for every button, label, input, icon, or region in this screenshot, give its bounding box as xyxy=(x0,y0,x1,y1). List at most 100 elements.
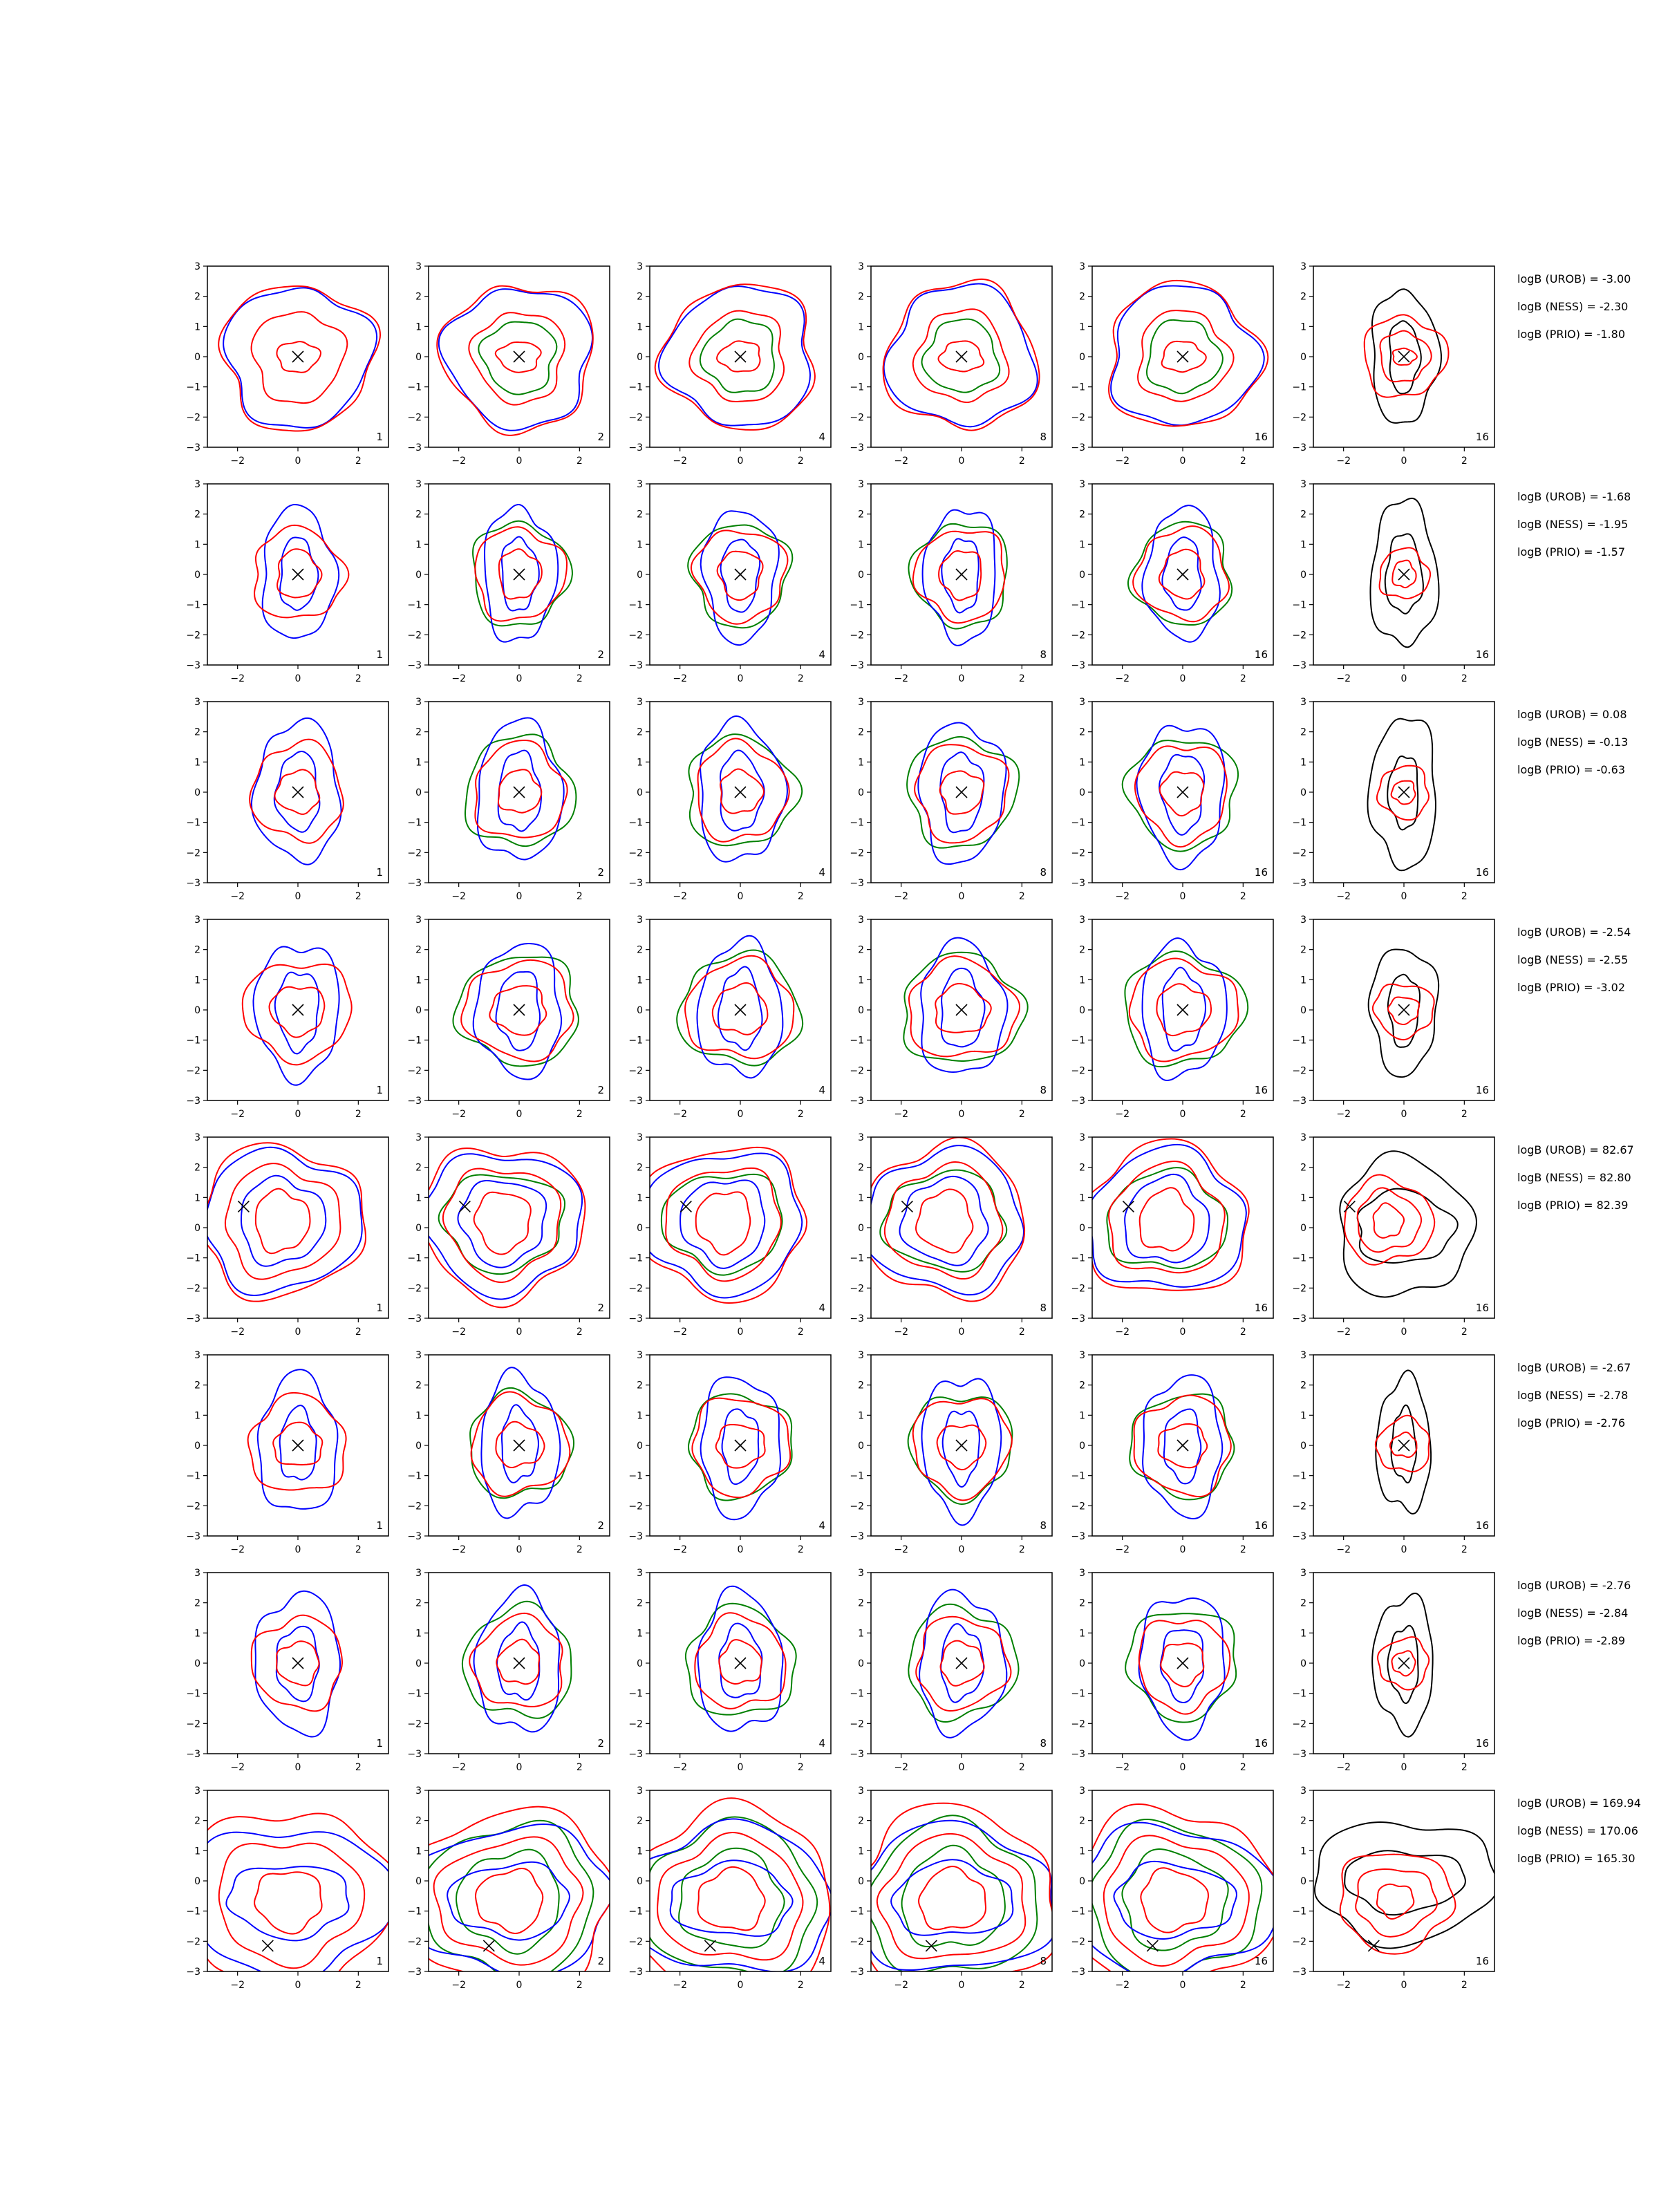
x-tick-label: −2 xyxy=(894,1109,908,1120)
x-marker xyxy=(513,350,525,363)
y-tick-label: −3 xyxy=(628,1531,643,1542)
black-contour xyxy=(1387,1624,1419,1705)
x-tick-label: 2 xyxy=(577,1109,583,1120)
contour-group xyxy=(688,1376,793,1521)
y-tick-label: 3 xyxy=(637,1785,643,1797)
blue-contour xyxy=(658,285,812,427)
x-tick-label: −2 xyxy=(1115,1980,1130,1991)
blue-contour xyxy=(1092,1143,1247,1288)
x-tick-label: 2 xyxy=(1461,1762,1468,1773)
y-tick-label: 1 xyxy=(194,1846,200,1857)
y-tick-label: −3 xyxy=(1292,1749,1306,1760)
logb-annotation: logB (PRIO) = -2.76 xyxy=(1517,1416,1625,1430)
x-tick-label: −2 xyxy=(673,456,687,467)
y-tick-label: 3 xyxy=(1300,479,1306,490)
panel-r8-c4: −2 0 2 −3 −2 −1 0 1 2 3 8 xyxy=(850,1785,1053,1991)
panel-r7-c5: −2 0 2 −3 −2 −1 0 1 2 3 16 xyxy=(1071,1568,1274,1773)
y-tick-label: 3 xyxy=(415,1568,422,1579)
y-tick-label: 2 xyxy=(415,945,422,956)
y-tick-label: −1 xyxy=(850,1035,864,1047)
panel-corner-label: 8 xyxy=(1040,866,1047,879)
green-contour xyxy=(1127,521,1233,626)
x-tick-label: 0 xyxy=(959,1109,965,1120)
y-tick-label: 2 xyxy=(194,1816,200,1827)
red-contour xyxy=(935,982,992,1033)
logb-annotation: logB (PRIO) = -1.80 xyxy=(1517,328,1625,341)
contour-group xyxy=(1121,724,1239,871)
y-tick-label: 0 xyxy=(415,787,422,798)
y-tick-label: 0 xyxy=(194,570,200,581)
y-tick-label: 0 xyxy=(637,570,643,581)
y-tick-label: 1 xyxy=(858,1846,864,1857)
y-tick-label: −3 xyxy=(407,1096,422,1107)
x-tick-label: 0 xyxy=(1401,1762,1407,1773)
x-tick-label: 0 xyxy=(959,1327,965,1338)
panel-r7-c1: −2 0 2 −3 −2 −1 0 1 2 3 1 xyxy=(186,1568,389,1773)
contour-group xyxy=(650,1797,831,1971)
red-contour xyxy=(1391,347,1418,366)
red-contour xyxy=(1390,780,1416,805)
x-tick-label: 2 xyxy=(1240,673,1246,684)
x-tick-label: 2 xyxy=(1019,456,1025,467)
x-tick-label: −2 xyxy=(451,1544,466,1555)
panel-r2-c1: −2 0 2 −3 −2 −1 0 1 2 3 1 xyxy=(186,479,389,684)
y-tick-label: 1 xyxy=(1300,1628,1306,1639)
red-contour xyxy=(711,982,769,1035)
contour-group xyxy=(469,1367,575,1519)
y-tick-label: −1 xyxy=(628,1689,643,1700)
contour-group xyxy=(1313,1821,1494,1955)
green-contour xyxy=(1145,319,1224,395)
y-tick-label: 2 xyxy=(637,727,643,738)
red-contour xyxy=(915,1188,974,1254)
x-tick-label: 2 xyxy=(1019,1327,1025,1338)
y-tick-label: −1 xyxy=(407,1471,422,1482)
y-tick-label: −3 xyxy=(407,878,422,889)
y-tick-label: −1 xyxy=(407,1906,422,1918)
green-contour xyxy=(688,733,803,847)
contour-group xyxy=(871,1137,1026,1302)
panel-corner-label: 8 xyxy=(1040,648,1047,661)
red-contour xyxy=(249,738,344,844)
blue-contour xyxy=(457,1179,547,1268)
y-tick-label: −3 xyxy=(1292,878,1306,889)
panel-r7-c6: −2 0 2 −3 −2 −1 0 1 2 3 16 xyxy=(1292,1568,1495,1773)
contour-group xyxy=(254,503,350,639)
x-tick-label: 2 xyxy=(798,673,804,684)
x-tick-label: 2 xyxy=(1461,456,1468,467)
y-tick-label: 1 xyxy=(1079,975,1085,986)
x-tick-label: −2 xyxy=(894,1980,908,1991)
x-marker xyxy=(955,350,968,363)
blue-contour xyxy=(1159,1629,1204,1704)
red-contour xyxy=(474,526,568,622)
red-contour xyxy=(254,524,350,619)
contour-group xyxy=(908,1588,1020,1738)
red-contour xyxy=(1108,279,1269,427)
red-contour xyxy=(495,1421,545,1469)
panel-corner-label: 2 xyxy=(597,648,604,661)
panel-r3-c3: −2 0 2 −3 −2 −1 0 1 2 3 4 xyxy=(628,697,832,902)
y-tick-label: 3 xyxy=(1300,261,1306,272)
y-tick-label: 3 xyxy=(1300,1568,1306,1579)
y-tick-label: 1 xyxy=(415,1628,422,1639)
y-tick-label: 0 xyxy=(1300,1223,1306,1234)
x-tick-label: 0 xyxy=(1401,673,1407,684)
y-tick-label: 1 xyxy=(1300,1192,1306,1203)
panel-r3-c1: −2 0 2 −3 −2 −1 0 1 2 3 1 xyxy=(186,697,389,902)
contour-group xyxy=(871,1802,1052,1971)
y-tick-label: 1 xyxy=(415,757,422,768)
x-marker xyxy=(1398,1004,1410,1016)
blue-contour xyxy=(1161,966,1206,1052)
red-contour xyxy=(912,308,1010,404)
x-tick-label: −2 xyxy=(1115,1327,1130,1338)
y-tick-label: 0 xyxy=(415,1658,422,1669)
x-marker xyxy=(292,786,304,798)
red-contour xyxy=(912,1398,1013,1501)
red-contour xyxy=(1138,1187,1195,1252)
y-tick-label: −2 xyxy=(1292,847,1306,859)
y-tick-label: 3 xyxy=(637,1132,643,1143)
y-tick-label: 0 xyxy=(637,352,643,363)
x-tick-label: 0 xyxy=(738,1980,744,1991)
red-contour xyxy=(276,1640,320,1687)
red-contour xyxy=(915,1615,1012,1712)
